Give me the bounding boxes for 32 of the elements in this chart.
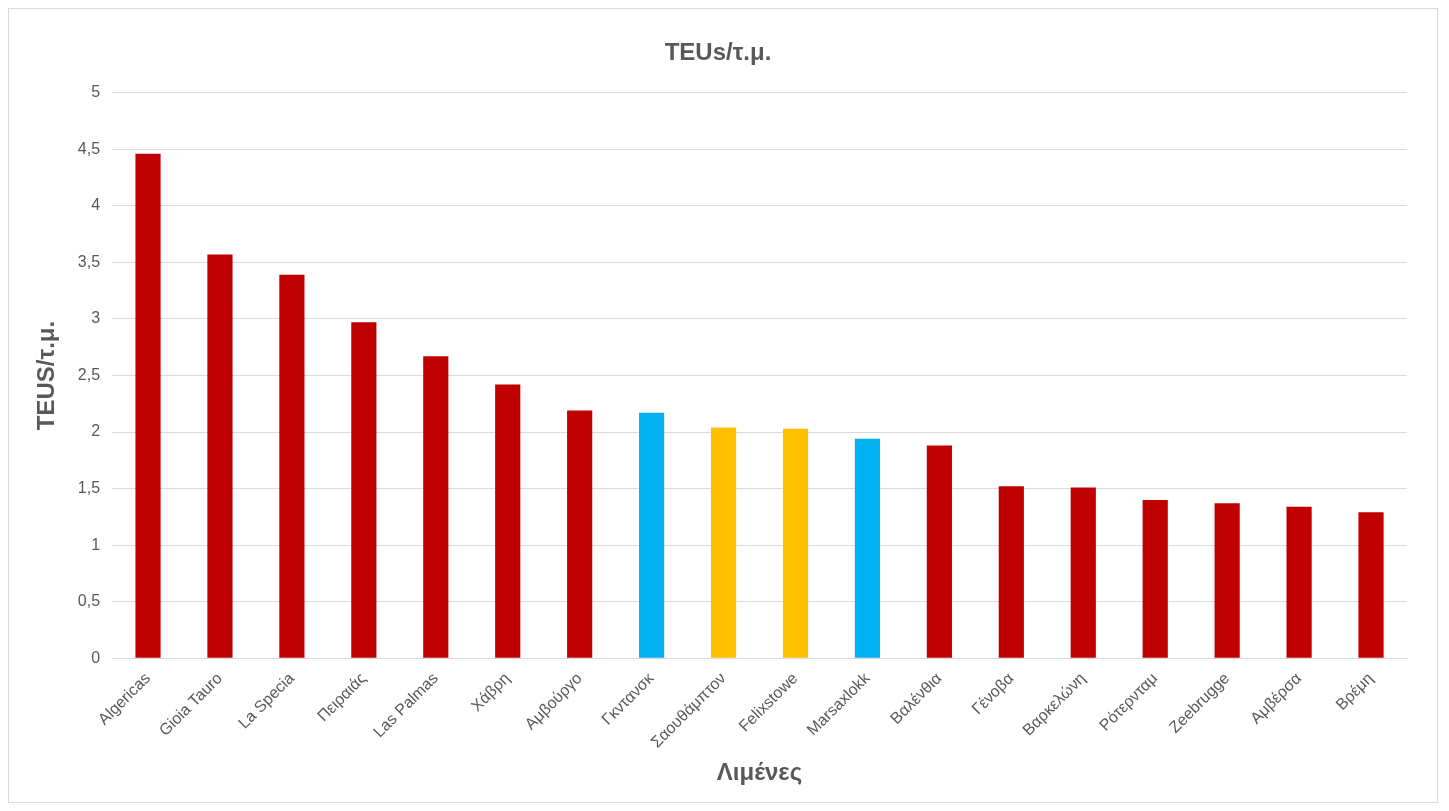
bar bbox=[423, 356, 449, 658]
bar bbox=[207, 254, 233, 658]
bar bbox=[495, 384, 521, 658]
chart-title: TEUs/τ.μ. bbox=[664, 38, 772, 66]
x-axis-title: Λιμένες bbox=[716, 758, 803, 786]
bar bbox=[351, 322, 377, 658]
y-tick-label: 5 bbox=[91, 83, 101, 101]
y-tick-label: 3,5 bbox=[77, 252, 101, 270]
bar bbox=[854, 438, 881, 658]
y-tick-label: 0,5 bbox=[77, 592, 101, 610]
y-tick-label: 2 bbox=[91, 422, 101, 440]
y-tick-label: 4,5 bbox=[77, 139, 101, 157]
y-axis-title: TEUS/τ.μ. bbox=[32, 320, 60, 431]
bar bbox=[998, 486, 1024, 658]
bar bbox=[279, 274, 305, 658]
bar bbox=[926, 445, 952, 658]
y-tick-label: 1 bbox=[91, 535, 101, 553]
bar bbox=[1070, 487, 1096, 658]
y-tick-label: 2,5 bbox=[77, 365, 101, 383]
y-tick-label: 3 bbox=[91, 309, 101, 327]
bar bbox=[1286, 506, 1312, 658]
bar bbox=[782, 428, 809, 658]
bar bbox=[710, 427, 737, 658]
y-tick-label: 0 bbox=[91, 648, 101, 666]
bar bbox=[1358, 512, 1384, 658]
y-tick-label: 4 bbox=[91, 196, 101, 214]
y-tick-label: 1,5 bbox=[77, 478, 101, 496]
bar bbox=[567, 410, 593, 658]
bar bbox=[1142, 499, 1168, 658]
bar bbox=[135, 153, 161, 658]
bar bbox=[639, 412, 665, 658]
bar bbox=[1214, 503, 1240, 658]
